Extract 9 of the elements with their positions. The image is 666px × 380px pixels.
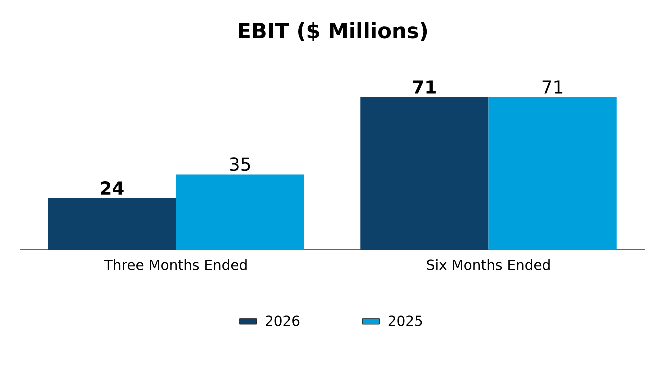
chart-title: EBIT ($ Millions)	[239, 22, 428, 42]
data-label: 35	[230, 158, 250, 172]
data-label: 71	[413, 80, 436, 94]
x-tick-label: Six Months Ended	[427, 260, 550, 270]
legend-label: 2025	[388, 316, 422, 326]
data-label: 24	[101, 182, 124, 195]
x-tick-label: Three Months Ended	[104, 260, 247, 270]
data-label: 71	[542, 80, 563, 94]
legend-label: 2026	[266, 316, 300, 326]
